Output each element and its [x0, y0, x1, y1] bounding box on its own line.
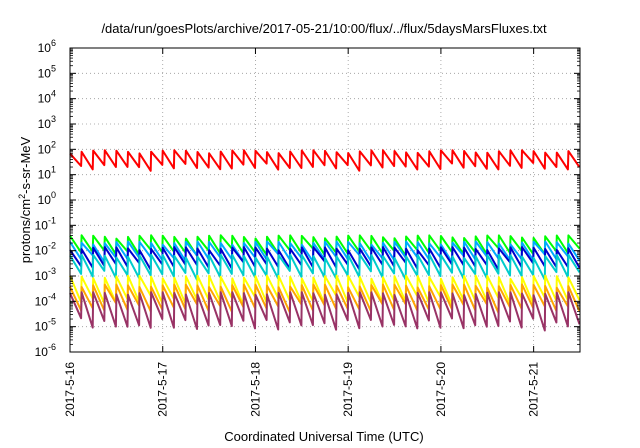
y-tick-exponent: 6	[51, 38, 56, 48]
series-line-4	[69, 253, 581, 281]
y-tick-exponent: -6	[48, 342, 56, 352]
y-tick-exponent: 5	[51, 63, 56, 73]
y-axis-label-sup: 2	[17, 194, 27, 199]
chart-title: /data/run/goesPlots/archive/2017-05-21/1…	[101, 21, 547, 36]
x-tick-label: 2017-5-17	[156, 362, 170, 417]
y-tick-exponent: -5	[48, 317, 56, 327]
y-tick-label: 10-6	[35, 342, 56, 359]
y-tick-exponent: 1	[51, 165, 56, 175]
y-tick-base: 10	[35, 345, 49, 359]
y-tick-exponent: 2	[51, 139, 56, 149]
y-tick-label: 10-3	[35, 266, 56, 283]
y-axis-label-suffix: -s-sr-MeV	[18, 136, 33, 193]
y-tick-label: 106	[38, 38, 56, 55]
y-tick-exponent: 4	[51, 89, 56, 99]
x-tick-label: 2017-5-16	[63, 362, 77, 417]
x-axis: 2017-5-16 2017-5-17 2017-5-18 2017-5-19 2017…	[63, 48, 541, 417]
y-tick-label: 100	[38, 190, 56, 207]
y-tick-base: 10	[35, 244, 49, 258]
series-line-3	[69, 246, 581, 271]
y-tick-base: 10	[35, 294, 49, 308]
series-group	[69, 149, 581, 332]
y-tick-label: 102	[38, 139, 56, 156]
x-axis-label: Coordinated Universal Time (UTC)	[224, 429, 423, 444]
y-tick-label: 10-4	[35, 291, 56, 308]
y-tick-base: 10	[35, 218, 49, 232]
y-tick-label: 101	[38, 165, 56, 182]
y-tick-exponent: -3	[48, 266, 56, 276]
y-tick-exponent: 3	[51, 114, 56, 124]
y-axis: 10-610-510-410-310-210-11001011021031041…	[35, 38, 580, 359]
x-tick-label: 2017-5-20	[434, 362, 448, 417]
y-tick-exponent: -2	[48, 241, 56, 251]
y-tick-exponent: -4	[48, 291, 56, 301]
x-tick-label: 2017-5-18	[248, 362, 262, 417]
y-tick-base: 10	[38, 66, 52, 80]
y-tick-base: 10	[38, 41, 52, 55]
y-tick-label: 10-1	[35, 215, 56, 232]
y-tick-label: 103	[38, 114, 56, 131]
y-tick-base: 10	[38, 92, 52, 106]
series-line-0	[69, 149, 581, 172]
y-tick-base: 10	[35, 269, 49, 283]
series-line-7	[69, 291, 581, 332]
y-tick-base: 10	[38, 117, 52, 131]
y-tick-exponent: -1	[48, 215, 56, 225]
x-tick-label: 2017-5-21	[527, 362, 541, 417]
y-axis-label-prefix: protons/cm	[18, 199, 33, 263]
y-tick-base: 10	[35, 320, 49, 334]
y-tick-label: 10-5	[35, 317, 56, 334]
y-tick-label: 104	[38, 89, 56, 106]
y-tick-base: 10	[38, 142, 52, 156]
x-tick-label: 2017-5-19	[341, 362, 355, 417]
y-tick-label: 105	[38, 63, 56, 80]
y-tick-base: 10	[38, 168, 52, 182]
y-axis-label: protons/cm2-s-sr-MeV	[17, 136, 33, 263]
y-tick-base: 10	[38, 193, 52, 207]
y-tick-label: 10-2	[35, 241, 56, 258]
y-tick-exponent: 0	[51, 190, 56, 200]
